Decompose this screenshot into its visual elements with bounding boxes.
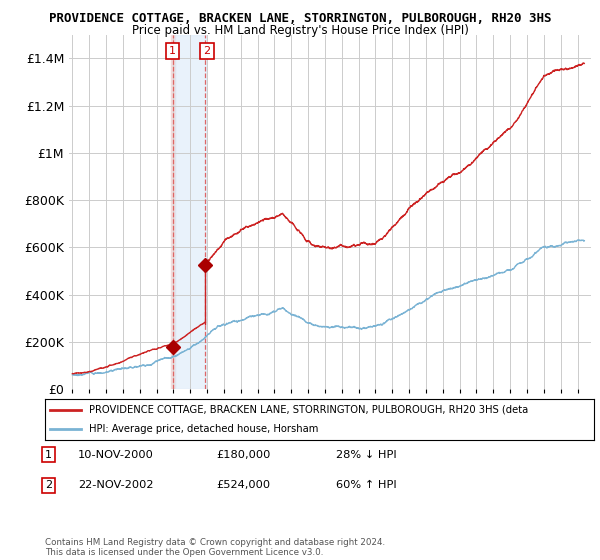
Text: 1: 1 bbox=[45, 450, 52, 460]
Text: PROVIDENCE COTTAGE, BRACKEN LANE, STORRINGTON, PULBOROUGH, RH20 3HS: PROVIDENCE COTTAGE, BRACKEN LANE, STORRI… bbox=[49, 12, 551, 25]
Text: £524,000: £524,000 bbox=[216, 480, 270, 491]
Text: Contains HM Land Registry data © Crown copyright and database right 2024.
This d: Contains HM Land Registry data © Crown c… bbox=[45, 538, 385, 557]
Text: 10-NOV-2000: 10-NOV-2000 bbox=[78, 450, 154, 460]
Text: 2: 2 bbox=[45, 480, 52, 491]
Text: 28% ↓ HPI: 28% ↓ HPI bbox=[336, 450, 397, 460]
Text: HPI: Average price, detached house, Horsham: HPI: Average price, detached house, Hors… bbox=[89, 423, 318, 433]
Text: PROVIDENCE COTTAGE, BRACKEN LANE, STORRINGTON, PULBOROUGH, RH20 3HS (deta: PROVIDENCE COTTAGE, BRACKEN LANE, STORRI… bbox=[89, 405, 528, 415]
Text: 22-NOV-2002: 22-NOV-2002 bbox=[78, 480, 154, 491]
Bar bbox=[171, 35, 175, 389]
Text: 1: 1 bbox=[169, 46, 176, 56]
Text: £180,000: £180,000 bbox=[216, 450, 271, 460]
Bar bbox=[175, 35, 206, 389]
Text: Price paid vs. HM Land Registry's House Price Index (HPI): Price paid vs. HM Land Registry's House … bbox=[131, 24, 469, 37]
Text: 60% ↑ HPI: 60% ↑ HPI bbox=[336, 480, 397, 491]
Text: 2: 2 bbox=[203, 46, 211, 56]
